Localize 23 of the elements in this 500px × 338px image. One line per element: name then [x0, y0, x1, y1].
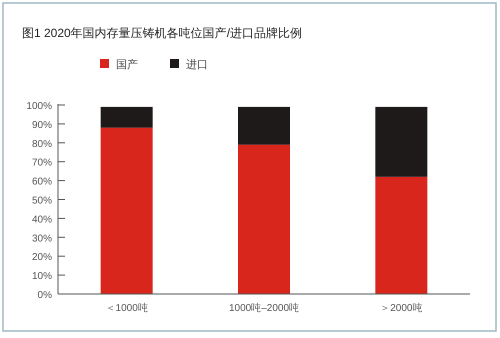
y-tick-label: 100% — [26, 101, 52, 112]
chart-title: 图1 2020年国内存量压铸机各吨位国产/进口品牌比例 — [22, 26, 302, 40]
bar — [238, 144, 290, 294]
legend-label: 进口 — [186, 58, 208, 71]
legend-label: 国产 — [116, 58, 138, 71]
y-tick-label: 10% — [32, 271, 52, 282]
y-tick-label: 20% — [32, 252, 52, 264]
x-tick-label: ＜1000吨 — [106, 302, 148, 314]
bar — [375, 176, 428, 294]
y-tick-label: 90% — [32, 120, 52, 131]
y-tick-label: 60% — [32, 176, 52, 188]
y-tick-label: 40% — [32, 214, 52, 226]
y-tick-label: 50% — [32, 196, 52, 206]
bar — [100, 128, 153, 294]
y-tick-label: 0% — [38, 290, 52, 301]
bar — [238, 106, 290, 145]
bar — [100, 106, 153, 128]
x-tick-label: 1000吨–2000吨 — [228, 302, 300, 314]
bar — [375, 106, 428, 177]
x-tick-label: ＞2000吨 — [380, 302, 422, 314]
y-tick-label: 70% — [32, 158, 52, 169]
y-tick-label: 30% — [32, 233, 52, 244]
y-tick-label: 80% — [32, 138, 52, 150]
